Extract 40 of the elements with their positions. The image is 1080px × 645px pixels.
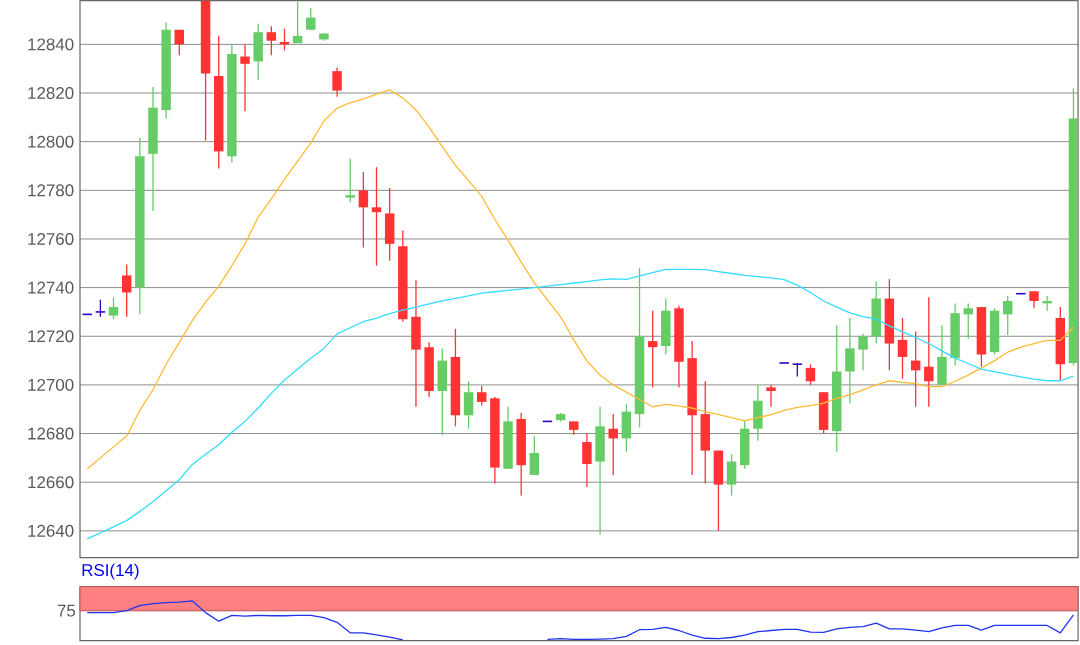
- candlestick: [476, 385, 487, 406]
- y-tick-label: 12740: [28, 281, 74, 294]
- candlestick: [726, 453, 737, 496]
- candlestick: [345, 157, 355, 203]
- candlestick: [608, 413, 618, 476]
- y-tick-label: 12720: [28, 330, 74, 343]
- candlestick: [463, 380, 474, 430]
- candlestick: [778, 361, 790, 364]
- y-tick-label: 12640: [28, 524, 74, 537]
- y-tick-label: 12800: [28, 135, 74, 148]
- chart-title: RSI(14): [82, 563, 139, 580]
- candlestick: [858, 332, 868, 371]
- ref-line-label: 75: [57, 604, 76, 617]
- y-tick-label: 12700: [28, 378, 74, 391]
- y-tick-label: 12680: [28, 427, 74, 440]
- candlestick: [963, 302, 973, 340]
- candlestick: [647, 309, 658, 388]
- candlestick: [332, 66, 342, 98]
- candlestick: [845, 317, 855, 404]
- candlestick: [240, 43, 250, 112]
- candlestick: [266, 25, 277, 56]
- candlestick: [108, 296, 119, 320]
- candlestick: [529, 435, 540, 476]
- candlestick: [582, 432, 592, 488]
- y-tick-label: 12780: [28, 184, 74, 197]
- candlestick: [306, 7, 316, 31]
- candlestick: [292, 0, 303, 44]
- candlestick: [174, 28, 185, 56]
- y-tick-label: 12820: [28, 86, 74, 99]
- candlestick: [371, 166, 382, 267]
- candlestick: [805, 363, 816, 386]
- candlestick: [766, 384, 776, 408]
- y-tick-label: 12660: [28, 475, 74, 488]
- candlestick: [897, 317, 908, 380]
- candlestick: [1002, 295, 1013, 336]
- y-tick-label: 12840: [28, 38, 74, 51]
- y-tick-label: 12760: [28, 232, 74, 245]
- candlestick: [924, 296, 934, 408]
- candlestick: [121, 263, 132, 318]
- candlestick: [358, 171, 369, 248]
